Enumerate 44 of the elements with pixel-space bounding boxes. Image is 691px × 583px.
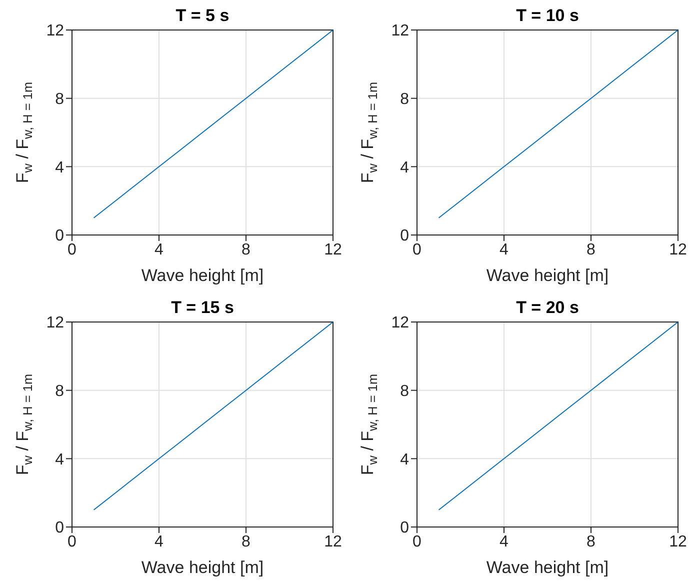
x-axis-title: Wave height [m] [486, 558, 609, 576]
y-tick-label: 12 [46, 22, 64, 40]
x-tick-label: 0 [68, 241, 77, 258]
x-tick-label: 12 [669, 532, 687, 550]
y-tick-label: 4 [55, 450, 64, 468]
chart-title: T = 15 s [170, 298, 235, 318]
y-tick-label: 0 [400, 519, 410, 536]
y-tick-label: 0 [400, 228, 410, 245]
y-tick-label: 0 [55, 228, 64, 245]
y-tick-label: 12 [391, 314, 410, 332]
chart-title: T = 10 s [515, 6, 580, 26]
line-series [438, 30, 678, 218]
x-tick-label: 0 [412, 532, 422, 550]
x-tick-label: 12 [669, 241, 687, 258]
line-series [93, 30, 333, 218]
x-tick-label: 8 [586, 532, 596, 550]
x-axis-title: Wave height [m] [486, 266, 609, 285]
line-series [93, 322, 333, 510]
y-tick-label: 8 [400, 91, 410, 108]
x-tick-label: 12 [324, 532, 342, 550]
y-tick-label: 4 [400, 159, 410, 176]
x-tick-label: 4 [500, 241, 509, 258]
line-series [438, 322, 678, 510]
chart-title: T = 20 s [515, 298, 580, 318]
y-tick-label: 4 [400, 450, 410, 468]
y-tick-label: 8 [55, 382, 64, 400]
x-tick-label: 4 [500, 532, 509, 550]
y-tick-label: 12 [391, 22, 410, 40]
x-axis-title: Wave height [m] [141, 558, 264, 576]
y-tick-label: 8 [400, 382, 410, 400]
x-tick-label: 8 [586, 241, 596, 258]
x-tick-label: 0 [68, 532, 77, 550]
chart-title: T = 5 s [174, 6, 230, 26]
x-tick-label: 4 [154, 241, 164, 258]
y-tick-label: 12 [46, 314, 64, 332]
y-tick-label: 0 [55, 519, 64, 536]
y-tick-label: 8 [55, 91, 64, 108]
y-tick-label: 4 [55, 159, 64, 176]
x-tick-label: 8 [242, 241, 251, 258]
x-axis-title: Wave height [m] [141, 266, 264, 285]
x-tick-label: 4 [154, 532, 164, 550]
x-tick-label: 0 [412, 241, 422, 258]
x-tick-label: 8 [242, 532, 251, 550]
x-tick-label: 12 [324, 241, 342, 258]
